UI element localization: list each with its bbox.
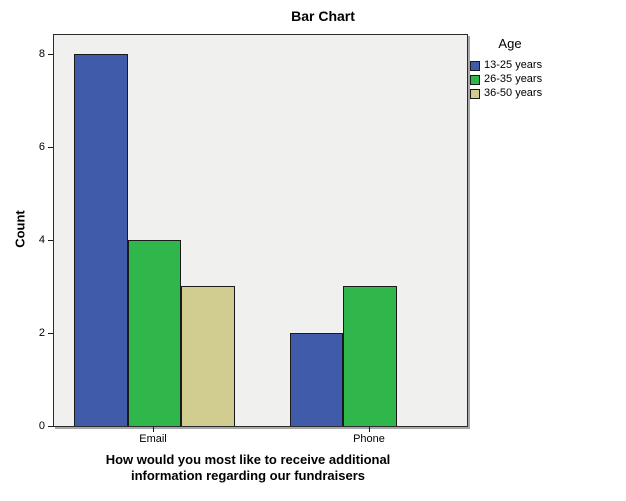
legend-title: Age	[498, 36, 522, 51]
y-tick-0	[48, 426, 53, 427]
y-tick-label-4: 4	[38, 234, 45, 246]
y-tick-4	[48, 240, 53, 241]
legend-item-13-25-years: 13-25 years	[470, 60, 600, 71]
bar-phone-13-25-years	[289, 333, 343, 426]
bar-email-36-50-years	[181, 286, 235, 426]
bar-phone-26-35-years	[343, 286, 397, 426]
x-axis-title-line-2: information regarding our fundraisers	[130, 468, 366, 483]
x-tick-label-phone: Phone	[353, 433, 385, 445]
legend: Age 13-25 years 26-35 years 36-50 years	[470, 36, 600, 102]
x-axis-title-line-1: How would you most like to receive addit…	[105, 452, 391, 467]
y-tick-6	[48, 147, 53, 148]
x-tick-email	[153, 427, 154, 432]
y-tick-label-6: 6	[38, 141, 45, 153]
x-axis-title: How would you most like to receive addit…	[53, 452, 443, 484]
y-tick-label-0: 0	[38, 420, 45, 432]
legend-items: 13-25 years 26-35 years 36-50 years	[470, 60, 600, 99]
bar-email-26-35-years	[127, 240, 181, 426]
x-tick-phone	[369, 427, 370, 432]
legend-swatch-icon	[470, 60, 480, 71]
plot-area	[53, 34, 468, 427]
legend-label: 13-25 years	[484, 59, 543, 71]
x-tick-label-email: Email	[139, 433, 167, 445]
legend-swatch-icon	[470, 74, 480, 85]
legend-label: 36-50 years	[484, 87, 543, 99]
y-tick-label-8: 8	[38, 48, 45, 60]
legend-swatch-icon	[470, 88, 480, 99]
y-tick-2	[48, 333, 53, 334]
legend-label: 26-35 years	[484, 73, 543, 85]
chart-title: Bar Chart	[291, 8, 355, 24]
y-tick-label-2: 2	[38, 327, 45, 339]
y-tick-8	[48, 54, 53, 55]
legend-item-26-35-years: 26-35 years	[470, 74, 600, 85]
bar-email-13-25-years	[74, 54, 128, 426]
legend-item-36-50-years: 36-50 years	[470, 88, 600, 99]
